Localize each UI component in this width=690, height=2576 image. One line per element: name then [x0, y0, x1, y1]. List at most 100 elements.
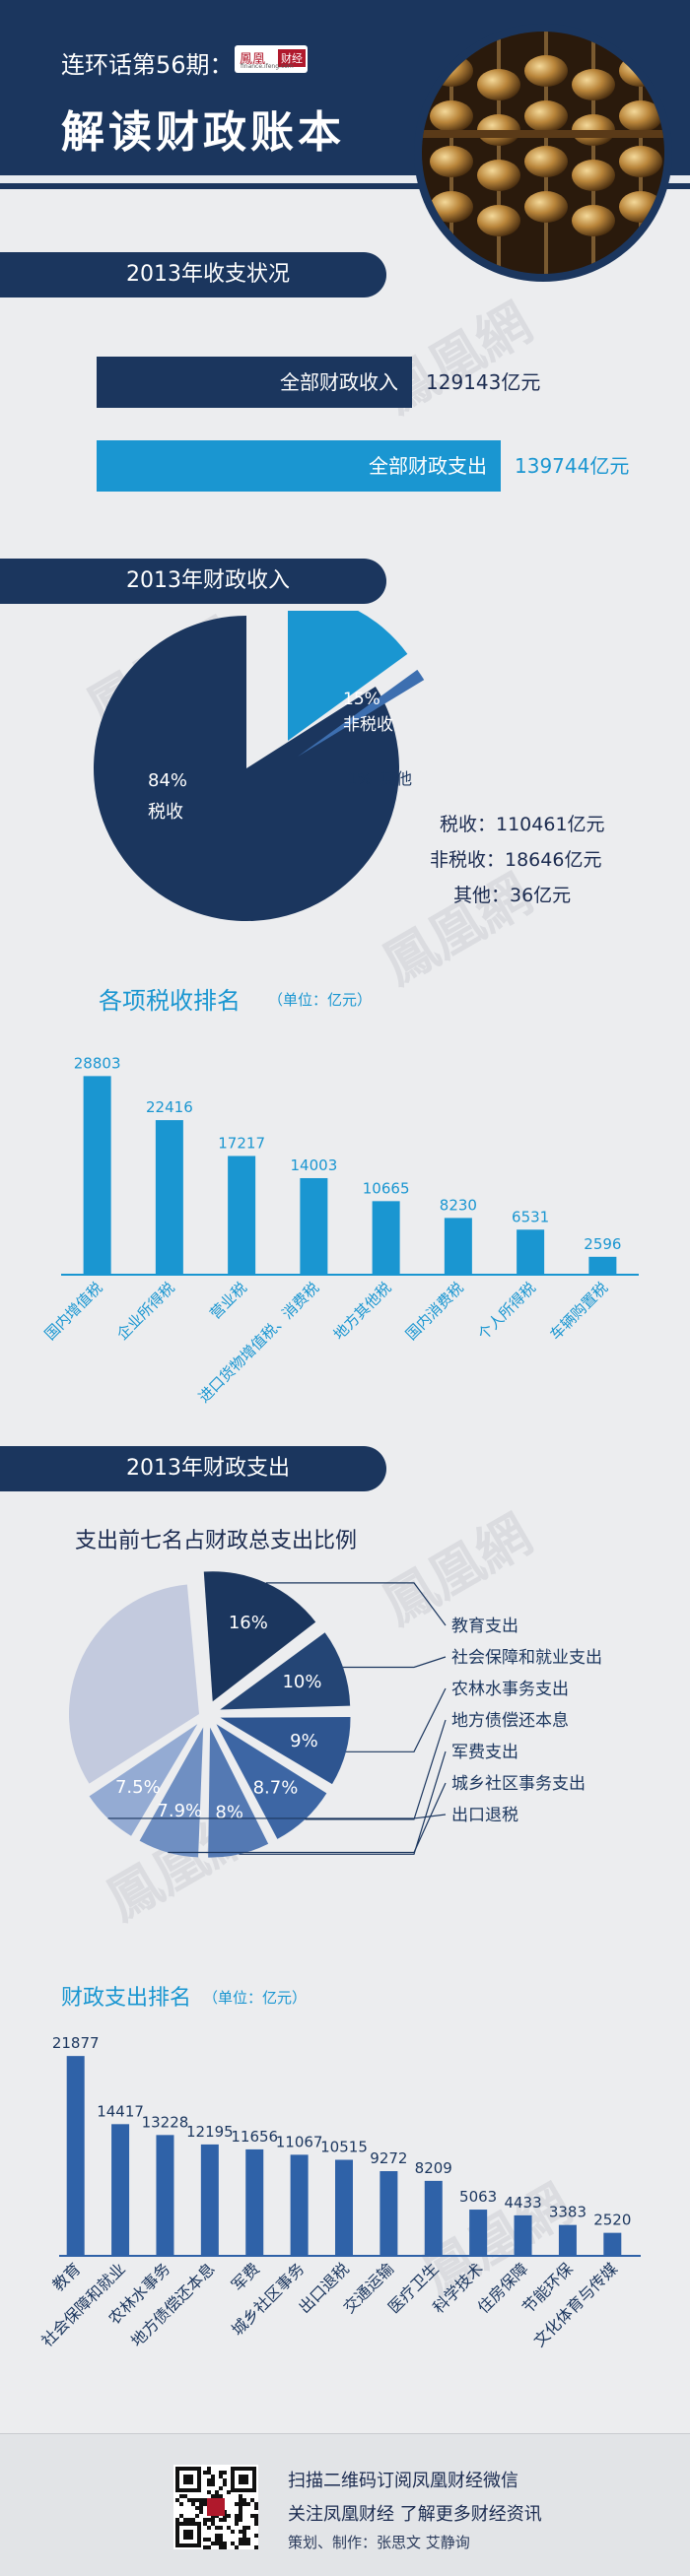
abacus-bead — [572, 69, 615, 100]
section-title-overview: 2013年收支状况 — [0, 252, 386, 297]
bar — [603, 2232, 622, 2256]
leader-line — [343, 1656, 447, 1669]
bar-category-label: 地方其他税 — [330, 1279, 395, 1344]
bar — [66, 2056, 85, 2256]
pie-slice-label: 7.9% — [157, 1801, 202, 1821]
pie-slice-label: 8.7% — [253, 1778, 299, 1799]
pie-slice-rest — [68, 1584, 199, 1784]
footer-line1: 扫描二维码订阅凤凰财经微信 — [288, 2471, 518, 2491]
bar-value-label: 11067 — [276, 2133, 323, 2150]
bar — [372, 1201, 400, 1275]
pie-category-label: 农林水事务支出 — [451, 1680, 569, 1699]
bar — [300, 1177, 328, 1275]
pie-slice-nontax — [288, 611, 408, 741]
expenditure-label: 全部财政支出 — [369, 454, 487, 478]
abacus-bead — [524, 55, 568, 87]
leader-line — [168, 1782, 447, 1854]
bar-value-label: 4433 — [504, 2194, 541, 2212]
revenue-bar: 全部财政收入 — [97, 357, 412, 408]
legend-other: 其他：36亿元 — [453, 885, 572, 906]
legend-tax: 税收：110461亿元 — [440, 814, 605, 835]
section-title-revenue: 2013年财政收入 — [0, 559, 386, 604]
footer-line3: 策划、制作：张思文 艾静询 — [288, 2534, 470, 2551]
abacus-bead — [524, 191, 568, 223]
bar-value-label: 12195 — [186, 2123, 234, 2141]
bar-value-label: 6531 — [512, 1208, 549, 1225]
pie-slice — [89, 1724, 198, 1836]
bar — [156, 2135, 174, 2256]
bar-value-label: 11656 — [231, 2128, 278, 2146]
legend-nontax: 非税收：18646亿元 — [430, 849, 602, 871]
pie-slice-label: 10% — [282, 1672, 321, 1692]
bar — [514, 2214, 532, 2256]
bar — [424, 2180, 443, 2256]
bar — [228, 1156, 256, 1275]
bar-category-label: 车辆购置税 — [546, 1279, 611, 1344]
tax-ranking-title: 各项税收排名 — [99, 987, 241, 1015]
pie-slice — [220, 1716, 351, 1785]
bar-value-label: 8209 — [415, 2159, 452, 2177]
pie-slice-label: 7.5% — [115, 1777, 161, 1798]
pie-tax-pct: 84% — [148, 770, 187, 791]
pie-other-pct: 1% — [347, 769, 372, 788]
bar-category-label: 国内消费税 — [402, 1279, 467, 1344]
pie-slice — [203, 1571, 316, 1702]
bar-value-label: 10515 — [320, 2138, 368, 2155]
bar — [245, 2148, 264, 2256]
pie-slice — [208, 1727, 269, 1858]
bar — [444, 1218, 472, 1275]
abacus-bead — [477, 205, 520, 236]
section-title-text: 2013年财政支出 — [126, 1456, 290, 1481]
exp-ranking-unit: （单位：亿元） — [203, 1989, 308, 2007]
bar-value-label: 28803 — [74, 1054, 121, 1072]
pie-category-label: 军费支出 — [451, 1743, 518, 1762]
pie-slice-label: 9% — [290, 1731, 318, 1751]
tax-ranking-chart: 28803 国内增值税 22416 企业所得税 17217 营业税 14003 进口货物增值税… — [41, 1054, 639, 1407]
pie-slice-tax — [93, 616, 399, 921]
bar-value-label: 5063 — [459, 2188, 497, 2206]
abacus-bead — [524, 100, 568, 132]
bar-category-label: 营业税 — [206, 1279, 250, 1323]
abacus-bead — [524, 146, 568, 177]
qr-code-icon — [173, 2465, 258, 2549]
pie-slice — [216, 1724, 327, 1839]
pie-slice-label: 16% — [229, 1613, 268, 1633]
pie-tax-label: 税收 — [148, 802, 183, 823]
abacus-bead — [619, 146, 662, 177]
bar-value-label: 14417 — [97, 2102, 144, 2120]
tax-ranking-unit: （单位：亿元） — [268, 991, 373, 1009]
pie-other-label: 其他 — [380, 769, 412, 788]
bar — [558, 2224, 577, 2256]
logo-text: 鳳凰 — [240, 52, 266, 67]
bar — [83, 1076, 111, 1275]
pie-category-label: 地方债偿还本息 — [451, 1711, 569, 1731]
ifeng-logo: 鳳凰 财经 finance.ifeng.com — [235, 45, 308, 73]
leader-line — [239, 1750, 447, 1855]
logo-url: finance.ifeng.com — [241, 63, 294, 70]
pie-category-label: 教育支出 — [451, 1617, 518, 1636]
bar — [290, 2154, 309, 2256]
pie-slice-other — [298, 669, 425, 757]
section-title-expenditure: 2013年财政支出 — [0, 1446, 386, 1491]
logo-sub: 财经 — [278, 49, 306, 67]
bar-value-label: 21877 — [52, 2034, 100, 2052]
header-divider — [0, 175, 690, 183]
revenue-label: 全部财政收入 — [280, 370, 398, 394]
leader-line — [345, 1687, 447, 1752]
pie-nontax-label: 非税收 — [343, 715, 393, 735]
expenditure-ranking-chart: 21877教育14417社会保障和就业13228农林水事务12195地方债偿还本… — [37, 2034, 641, 2350]
bar — [111, 2124, 130, 2256]
abacus-icon — [422, 32, 664, 274]
bar-value-label: 9272 — [370, 2149, 407, 2167]
page-title: 解读财政账本 — [61, 107, 345, 158]
bar-value-label: 10665 — [363, 1179, 410, 1197]
bar — [380, 2171, 398, 2256]
section-title-text: 2013年财政收入 — [126, 568, 290, 593]
bar — [517, 1229, 545, 1275]
bar-category-label: 进口货物增值税、消费税 — [195, 1279, 322, 1406]
bar-value-label: 14003 — [291, 1156, 338, 1174]
revenue-value: 129143亿元 — [426, 370, 541, 394]
abacus-bead — [430, 146, 473, 177]
bar-category-label: 企业所得税 — [113, 1279, 178, 1344]
bar-category-label: 个人所得税 — [474, 1279, 539, 1344]
